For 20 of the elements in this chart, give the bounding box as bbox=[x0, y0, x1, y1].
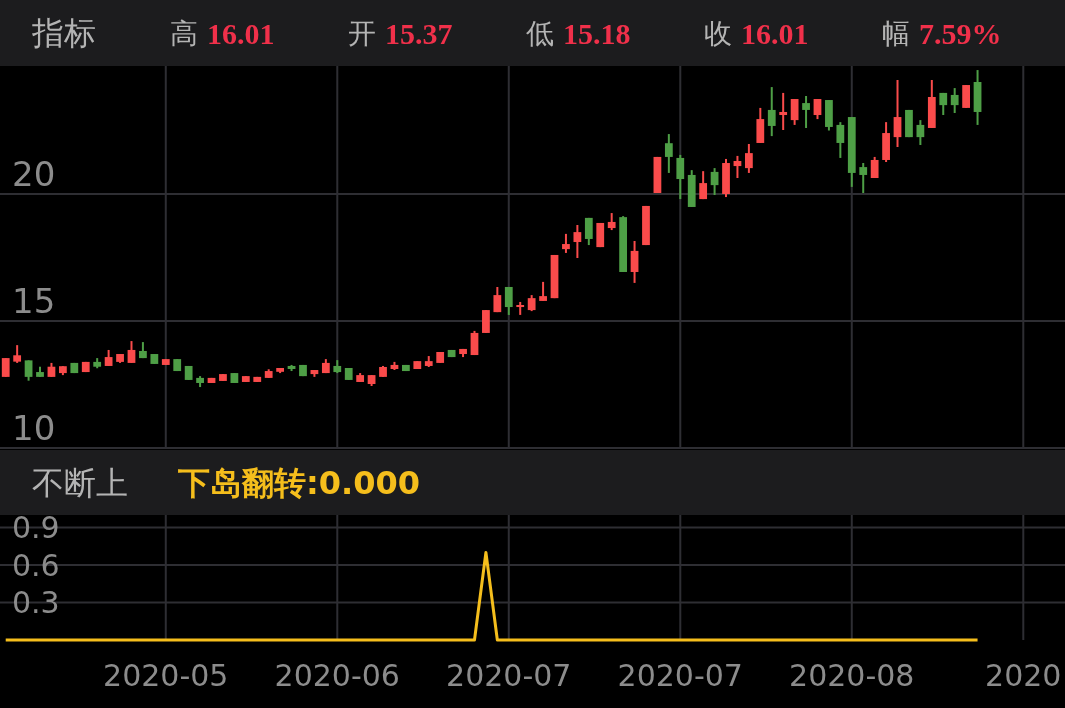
y-tick-label: 0.6 bbox=[12, 547, 60, 583]
x-tick-label: 2020-07 bbox=[446, 657, 572, 693]
chart-title: 不断上 bbox=[32, 463, 128, 502]
text: 开 15.37 bbox=[348, 16, 453, 50]
text: 高 16.01 bbox=[170, 16, 275, 50]
y-tick-label: 0.9 bbox=[12, 510, 60, 545]
text: 收 16.01 bbox=[704, 16, 809, 50]
y-tick-label: 20 bbox=[12, 154, 56, 195]
x-tick-label: 2020-08 bbox=[789, 657, 915, 693]
y-tick-label: 15 bbox=[12, 281, 56, 322]
y-tick-label: 0.3 bbox=[12, 585, 60, 620]
y-tick-label: 10 bbox=[12, 408, 56, 448]
x-tick-label: 2020 bbox=[985, 657, 1062, 693]
text: 幅 7.59% bbox=[882, 16, 1002, 50]
x-tick-label: 2020-05 bbox=[103, 657, 229, 693]
chart-subtitle: 下岛翻转:0.000 bbox=[177, 463, 421, 502]
chart-title: 指标 bbox=[31, 14, 96, 52]
x-tick-label: 2020-07 bbox=[617, 657, 743, 693]
text: 低 15.18 bbox=[526, 16, 631, 50]
x-tick-label: 2020-06 bbox=[274, 657, 400, 693]
